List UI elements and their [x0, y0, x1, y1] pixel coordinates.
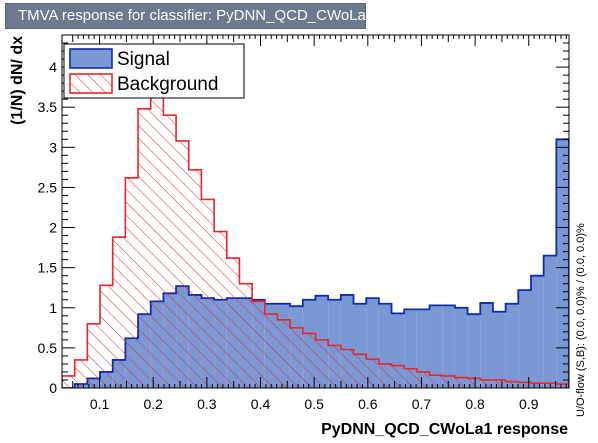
background-bin-36: [518, 382, 531, 388]
background-bin-13: [226, 258, 240, 388]
background-bin-19: [302, 333, 316, 388]
background-bin-20: [315, 339, 329, 388]
background-bin-27: [404, 368, 417, 388]
background-bin-16: [264, 314, 278, 388]
background-bin-37: [530, 383, 544, 388]
background-bin-2: [87, 323, 101, 388]
background-bin-9: [176, 140, 189, 388]
background-bin-29: [429, 375, 443, 388]
background-bin-4: [112, 237, 126, 388]
background-bin-7: [150, 89, 164, 388]
background-outline: [62, 88, 569, 388]
background-bin-24: [366, 359, 379, 388]
background-bin-22: [340, 349, 354, 388]
background-bin-10: [188, 169, 202, 388]
y-tick-label: 1: [49, 300, 57, 316]
x-tick-label: 0.5: [304, 396, 324, 412]
background-bin-28: [416, 371, 430, 388]
y-tick-label: 3.5: [38, 99, 58, 115]
legend-label-signal: Signal: [117, 49, 170, 70]
background-bin-31: [454, 377, 468, 388]
background-bin-14: [239, 283, 253, 388]
signal-bin-30: [442, 305, 455, 388]
background-bin-3: [100, 285, 113, 388]
x-tick-label: 0.4: [251, 396, 271, 412]
overflow-note: U/O-flow (S,B): (0.0, 0.0)% / (0.0, 0.0)…: [575, 223, 587, 417]
signal-bin-34: [492, 311, 506, 388]
x-axis: 0.1 0.2 0.3 0.4 0.5 0.6 0.7 0.8 0.9: [72, 35, 567, 412]
x-tick-label: 0.2: [143, 396, 163, 412]
signal-bin-35: [505, 303, 519, 388]
y-axis: 0 0.5 1 1.5 2 2.5 3 3.5 4: [38, 34, 569, 396]
background-bin-6: [138, 108, 151, 388]
y-axis-label: (1/N) dN/ dx: [9, 36, 26, 125]
x-tick-label: 0.8: [465, 396, 485, 412]
chart-title: TMVA response for classifier: PyDNN_QCD_…: [5, 3, 374, 29]
background-bin-34: [492, 379, 506, 388]
x-tick-label: 0.3: [197, 396, 217, 412]
background-bin-35: [505, 381, 519, 388]
background-bin-23: [353, 354, 367, 388]
legend-swatch-background: [69, 73, 113, 94]
signal-bin-37: [530, 275, 544, 388]
background-bin-39: [556, 383, 569, 388]
y-tick-label: 2: [49, 220, 57, 236]
signal-bin-31: [454, 307, 468, 388]
background-bin-11: [201, 199, 215, 388]
signal-bin-28: [416, 309, 430, 388]
signal-bin-29: [429, 305, 443, 388]
background-bin-15: [252, 301, 265, 388]
background-bin-33: [480, 379, 493, 388]
background-bin-25: [378, 363, 392, 388]
background-bin-12: [214, 231, 227, 388]
x-tick-label: 0.7: [412, 396, 432, 412]
y-tick-label: 2.5: [38, 179, 58, 195]
x-tick-label: 0.1: [90, 396, 110, 412]
background-bin-32: [467, 378, 481, 388]
background-bin-5: [125, 177, 139, 388]
signal-bin-33: [480, 302, 493, 388]
y-tick-label: 3: [49, 139, 57, 155]
signal-bin-39: [556, 139, 569, 388]
y-tick-label: 4: [49, 59, 57, 75]
signal-bin-36: [518, 290, 531, 388]
x-axis-label: PyDNN_QCD_CWoLa1 response: [321, 421, 568, 438]
background-bin-21: [328, 345, 341, 388]
background-bin-26: [391, 365, 405, 388]
background-bin-8: [163, 115, 177, 388]
background-bin-0: [62, 375, 75, 388]
background-bin-1: [74, 359, 88, 388]
background-series: [62, 88, 569, 388]
legend-swatch-signal: [69, 48, 113, 69]
x-tick-label: 0.9: [519, 396, 539, 412]
y-tick-label: 1.5: [38, 260, 58, 276]
background-bin-17: [277, 319, 291, 388]
y-tick-label: 0.5: [38, 340, 58, 356]
legend: Signal Background: [63, 43, 245, 99]
background-bin-18: [290, 327, 303, 388]
signal-bin-32: [467, 314, 481, 388]
legend-label-background: Background: [117, 74, 218, 95]
x-tick-label: 0.6: [358, 396, 378, 412]
signal-bin-38: [543, 255, 557, 388]
y-tick-label: 0: [49, 380, 57, 396]
